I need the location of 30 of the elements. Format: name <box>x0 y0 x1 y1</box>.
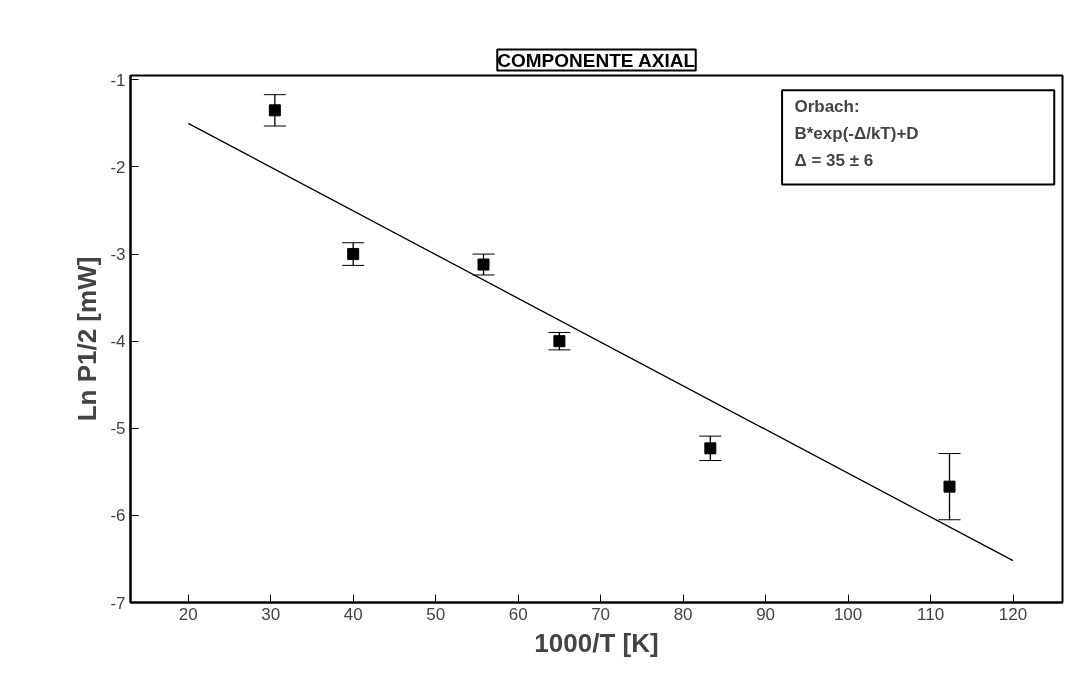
x-tick-label: 110 <box>916 604 945 624</box>
y-tick-label: -4 <box>110 332 126 352</box>
x-tick-label: 40 <box>343 604 363 624</box>
point <box>477 258 490 271</box>
y-tick-label: -3 <box>110 245 126 265</box>
x-tick-label: 60 <box>508 604 528 624</box>
point <box>553 335 566 348</box>
point <box>347 248 360 261</box>
x-tick-label: 80 <box>673 604 693 624</box>
y-tick-label: -7 <box>110 593 126 613</box>
chart-title: COMPONENTE AXIAL <box>497 49 696 71</box>
x-tick-label: 120 <box>998 604 1028 624</box>
point <box>268 104 281 117</box>
point <box>704 442 717 455</box>
x-tick-label: 30 <box>261 604 281 624</box>
x-tick-label: 100 <box>833 604 863 624</box>
annotation: Orbach: <box>794 97 860 117</box>
annotation: Δ = 35 ± 6 <box>794 151 874 171</box>
y-tick-label: -6 <box>110 506 126 526</box>
y-tick-label: -5 <box>110 419 126 439</box>
x-tick-label: 70 <box>591 604 611 624</box>
y-axis-title: Ln P1/2 [mW] <box>72 256 103 422</box>
y-tick-label: -1 <box>110 70 126 90</box>
point <box>943 480 956 493</box>
x-tick-label: 20 <box>178 604 198 624</box>
y-tick-label: -2 <box>110 157 126 177</box>
x-tick-label: 50 <box>426 604 446 624</box>
x-tick-label: 90 <box>756 604 776 624</box>
x-axis-title: 1000/T [K] <box>534 627 659 658</box>
annotation: B*exp(-Δ/kT)+D <box>794 124 919 144</box>
